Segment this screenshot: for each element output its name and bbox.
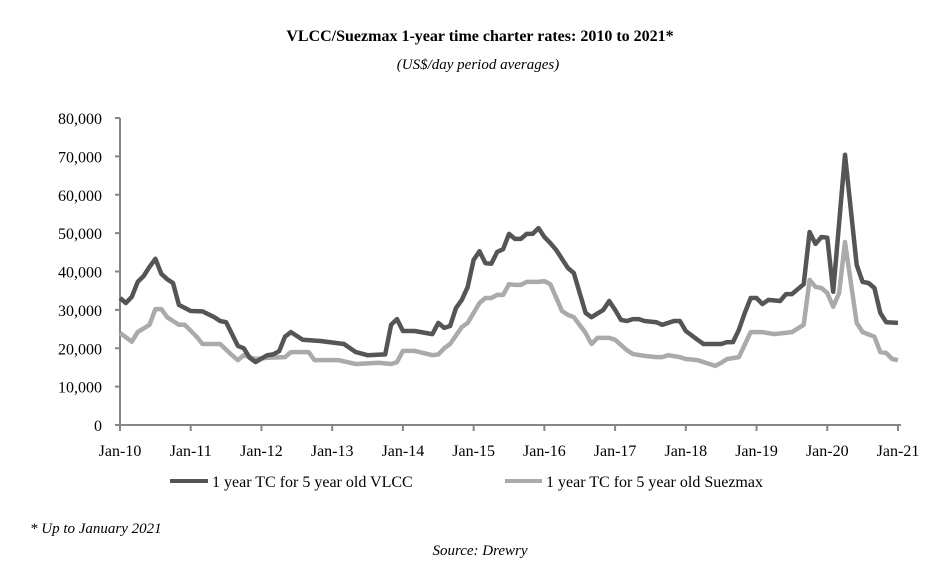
y-tick-label: 60,000 bbox=[58, 188, 102, 205]
x-tick-label: Jan-10 bbox=[99, 443, 142, 460]
x-tick-label: Jan-11 bbox=[170, 443, 212, 460]
x-tick-label: Jan-16 bbox=[523, 443, 566, 460]
y-tick-label: 70,000 bbox=[58, 149, 102, 166]
source-note: Source: Drewry bbox=[432, 543, 527, 559]
footnote: * Up to January 2021 bbox=[30, 521, 162, 537]
x-axis: Jan-10 Jan-11 Jan-12 Jan-13 Jan-14 Jan-15 Jan-… bbox=[99, 424, 920, 460]
x-tick-label: Jan-15 bbox=[452, 443, 495, 460]
legend: 1 year TC for 5 year old VLCC 1 year TC … bbox=[170, 474, 763, 491]
legend-label-suezmax: 1 year TC for 5 year old Suezmax bbox=[546, 474, 763, 491]
y-tick-label: 0 bbox=[94, 418, 102, 435]
x-tick-label: Jan-20 bbox=[806, 443, 849, 460]
plot-area bbox=[118, 152, 899, 369]
x-tick-label: Jan-18 bbox=[664, 443, 707, 460]
y-tick-label: 50,000 bbox=[58, 226, 102, 243]
x-tick-label: Jan-19 bbox=[735, 443, 778, 460]
y-tick-label: 40,000 bbox=[58, 265, 102, 282]
y-axis: 0 10,000 20,000 30,000 40,000 50,000 60,000 70,… bbox=[58, 111, 121, 435]
y-tick-label: 80,000 bbox=[58, 111, 102, 128]
chart-title: VLCC/Suezmax 1-year time charter rates: … bbox=[286, 28, 673, 45]
series-line-vlcc bbox=[118, 152, 899, 365]
legend-label-vlcc: 1 year TC for 5 year old VLCC bbox=[212, 474, 413, 491]
y-tick-label: 10,000 bbox=[58, 380, 102, 397]
chart-subtitle: (US$/day period averages) bbox=[397, 57, 559, 73]
x-tick-label: Jan-12 bbox=[240, 443, 283, 460]
x-tick-label: Jan-13 bbox=[311, 443, 354, 460]
y-tick-label: 30,000 bbox=[58, 303, 102, 320]
x-tick-label: Jan-17 bbox=[594, 443, 637, 460]
y-tick-label: 20,000 bbox=[58, 341, 102, 358]
x-tick-label: Jan-21 bbox=[877, 443, 920, 460]
x-tick-label: Jan-14 bbox=[382, 443, 425, 460]
